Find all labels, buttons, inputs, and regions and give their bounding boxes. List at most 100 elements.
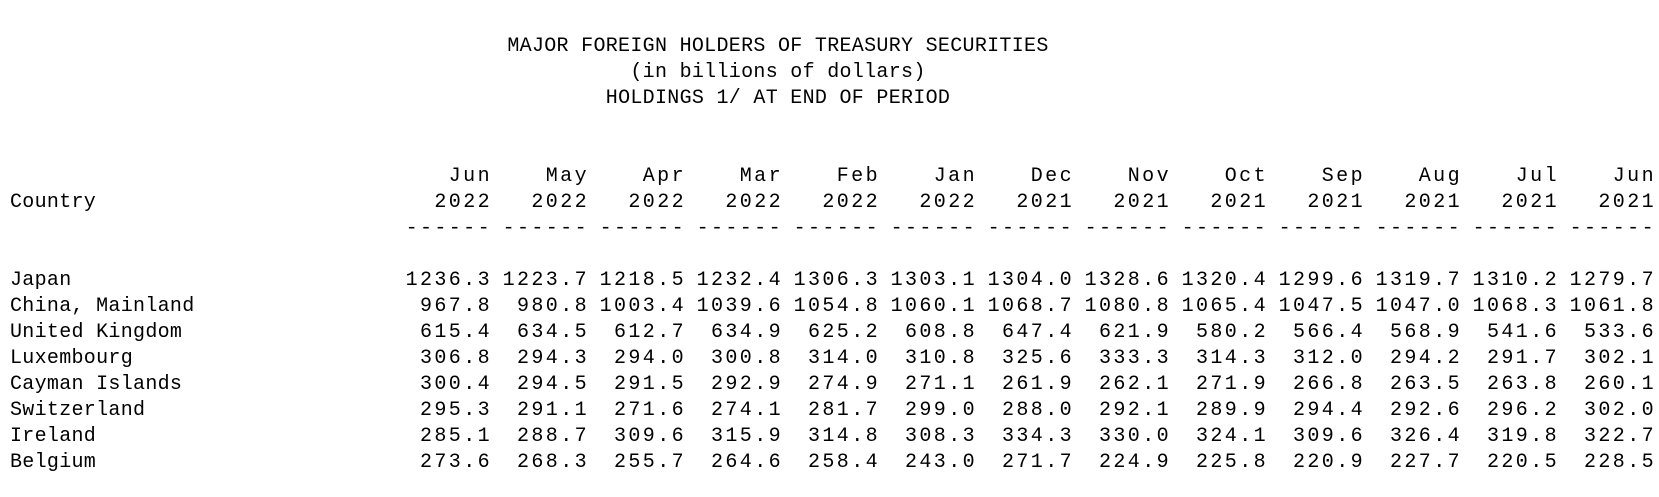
value-cell: 292.1 (1098, 399, 1171, 422)
value-cell: 1080.8 (1084, 295, 1171, 318)
value-cell: 1065.4 (1181, 295, 1268, 318)
column-year-label: 2021 (1404, 191, 1462, 214)
value-cell: 295.3 (419, 399, 492, 422)
column-year-label: 2022 (822, 191, 880, 214)
table-body: Japan 1236.3 1223.7 1218.5 1232.4 1306.3 1303.… (10, 268, 1656, 476)
table-row: Ireland 285.1 288.7 309.6 315.9 314.8 308.3 334… (10, 424, 1656, 450)
column-header-jul-2021: Jul 2021 (1462, 164, 1559, 216)
value-cell: 291.5 (613, 373, 686, 396)
value-cell: 243.0 (904, 451, 977, 474)
column-year-label: 2021 (1016, 191, 1074, 214)
column-year-label: 2021 (1210, 191, 1268, 214)
table-row: Japan 1236.3 1223.7 1218.5 1232.4 1306.3 1303.… (10, 268, 1656, 294)
value-cell: 310.8 (904, 347, 977, 370)
spacer-row (10, 242, 1656, 268)
column-separator: ------ (890, 217, 977, 240)
value-cell: 225.8 (1195, 451, 1268, 474)
value-cell: 228.5 (1583, 451, 1656, 474)
value-cell: 309.6 (1292, 425, 1365, 448)
value-cell: 294.2 (1389, 347, 1462, 370)
table-row: Switzerland 295.3 291.1 271.6 274.1 281.7 299.… (10, 398, 1656, 424)
value-cell: 262.1 (1098, 373, 1171, 396)
table-row: United Kingdom 615.4 634.5 612.7 634.9 625.2 6… (10, 320, 1656, 346)
column-header-mar-2022: Mar 2022 (686, 164, 783, 216)
value-cell: 314.0 (807, 347, 880, 370)
column-year-label: 2021 (1113, 191, 1171, 214)
value-cell: 533.6 (1583, 321, 1656, 344)
country-name: Switzerland (10, 399, 146, 422)
value-cell: 268.3 (516, 451, 589, 474)
spacer-cell (10, 242, 1656, 268)
value-cell: 294.4 (1292, 399, 1365, 422)
column-header-apr-2022: Apr 2022 (589, 164, 686, 216)
value-cell: 634.5 (516, 321, 589, 344)
column-month-label: Jan (933, 165, 977, 188)
value-cell: 288.0 (1001, 399, 1074, 422)
value-cell: 294.0 (613, 347, 686, 370)
country-name: Cayman Islands (10, 373, 183, 396)
column-separator: ------ (1375, 217, 1462, 240)
column-year-label: 2022 (725, 191, 783, 214)
value-cell: 261.9 (1001, 373, 1074, 396)
column-separator: ------ (1084, 217, 1171, 240)
column-header-jun-2021: Jun 2021 (1559, 164, 1656, 216)
value-cell: 1218.5 (599, 269, 686, 292)
value-cell: 1054.8 (793, 295, 880, 318)
value-cell: 266.8 (1292, 373, 1365, 396)
value-cell: 333.3 (1098, 347, 1171, 370)
column-month-label: May (545, 165, 589, 188)
value-cell: 568.9 (1389, 321, 1462, 344)
column-year-label: 2021 (1307, 191, 1365, 214)
column-separator: ------ (1472, 217, 1559, 240)
column-year-label: 2022 (531, 191, 589, 214)
value-cell: 302.1 (1583, 347, 1656, 370)
value-cell: 1039.6 (696, 295, 783, 318)
value-cell: 292.6 (1389, 399, 1462, 422)
column-year-label: 2021 (1598, 191, 1656, 214)
column-month-label: Sep (1321, 165, 1365, 188)
column-header-oct-2021: Oct 2021 (1171, 164, 1268, 216)
column-month-label: Dec (1030, 165, 1074, 188)
column-separator: ------ (1181, 217, 1268, 240)
value-cell: 294.5 (516, 373, 589, 396)
report-holdings-subtitle: HOLDINGS 1/ AT END OF PERIOD (605, 87, 951, 110)
value-cell: 1299.6 (1278, 269, 1365, 292)
value-cell: 634.9 (710, 321, 783, 344)
value-cell: 289.9 (1195, 399, 1268, 422)
value-cell: 612.7 (613, 321, 686, 344)
value-cell: 325.6 (1001, 347, 1074, 370)
value-cell: 1236.3 (405, 269, 492, 292)
value-cell: 292.9 (710, 373, 783, 396)
value-cell: 625.2 (807, 321, 880, 344)
report-units-subtitle: (in billions of dollars) (630, 61, 926, 84)
value-cell: 1061.8 (1569, 295, 1656, 318)
value-cell: 580.2 (1195, 321, 1268, 344)
value-cell: 566.4 (1292, 321, 1365, 344)
value-cell: 291.1 (516, 399, 589, 422)
table-row: Luxembourg 306.8 294.3 294.0 300.8 314.0 310.8… (10, 346, 1656, 372)
value-cell: 1279.7 (1569, 269, 1656, 292)
value-cell: 271.9 (1195, 373, 1268, 396)
value-cell: 1303.1 (890, 269, 977, 292)
column-separator: ------ (793, 217, 880, 240)
value-cell: 967.8 (419, 295, 492, 318)
table-row: Cayman Islands 300.4 294.5 291.5 292.9 274.9 2… (10, 372, 1656, 398)
value-cell: 285.1 (419, 425, 492, 448)
country-name: Luxembourg (10, 347, 134, 370)
value-cell: 1310.2 (1472, 269, 1559, 292)
column-header-nov-2021: Nov 2021 (1074, 164, 1171, 216)
value-cell: 1047.0 (1375, 295, 1462, 318)
value-cell: 255.7 (613, 451, 686, 474)
column-month-label: Mar (739, 165, 783, 188)
value-cell: 319.8 (1486, 425, 1559, 448)
table-row: Belgium 273.6 268.3 255.7 264.6 258.4 243.0 271… (10, 450, 1656, 476)
value-cell: 294.3 (516, 347, 589, 370)
value-cell: 271.7 (1001, 451, 1074, 474)
column-separator: ------ (696, 217, 783, 240)
value-cell: 260.1 (1583, 373, 1656, 396)
value-cell: 647.4 (1001, 321, 1074, 344)
value-cell: 1328.6 (1084, 269, 1171, 292)
country-name: Ireland (10, 425, 97, 448)
value-cell: 302.0 (1583, 399, 1656, 422)
value-cell: 608.8 (904, 321, 977, 344)
